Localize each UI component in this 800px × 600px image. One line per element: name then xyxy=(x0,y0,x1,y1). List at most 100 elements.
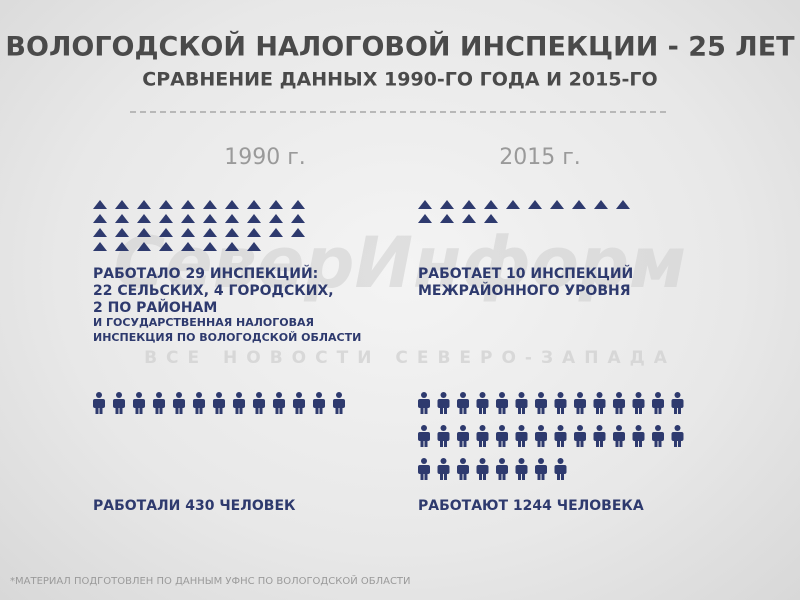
person-icon xyxy=(437,425,450,447)
person-icon xyxy=(173,392,185,414)
person-leg xyxy=(522,406,525,414)
person-icon xyxy=(153,392,165,414)
triangle-icon xyxy=(159,242,173,251)
triangle-icon xyxy=(181,200,195,209)
triangle-icon xyxy=(115,228,129,237)
triangle-icon xyxy=(181,228,195,237)
person-body xyxy=(671,432,684,441)
triangle-icon xyxy=(225,242,239,251)
person-icon xyxy=(457,425,469,447)
person-leg xyxy=(335,406,339,414)
person-leg xyxy=(299,406,303,414)
person-leg xyxy=(319,406,323,414)
person-leg xyxy=(440,439,443,447)
person-head xyxy=(460,425,466,431)
person-head xyxy=(479,425,486,431)
person-head xyxy=(635,425,642,431)
footnote: *МАТЕРИАЛ ПОДГОТОВЛЕН ПО ДАННЫМ УФНС ПО … xyxy=(10,574,411,587)
person-head xyxy=(116,392,122,398)
person-body xyxy=(515,432,528,441)
person-leg xyxy=(479,472,482,480)
person-leg xyxy=(537,439,541,447)
person-leg xyxy=(479,439,482,447)
triangle-icon xyxy=(247,242,261,251)
year: 1990 г. xyxy=(224,145,306,170)
person-body xyxy=(113,399,125,408)
person-leg xyxy=(95,406,99,414)
person-leg xyxy=(619,439,623,447)
person-icon xyxy=(652,392,664,414)
triangle-icon xyxy=(181,242,195,251)
person-leg xyxy=(159,406,163,414)
person-leg xyxy=(463,472,467,480)
triangle-icon xyxy=(291,228,305,237)
person-leg xyxy=(537,472,541,480)
person-leg xyxy=(459,472,463,480)
person-body xyxy=(593,432,606,441)
person-body xyxy=(233,399,245,408)
person-leg xyxy=(596,439,599,447)
person-body xyxy=(476,465,489,474)
person-leg xyxy=(498,472,502,480)
triangle-icon xyxy=(291,200,305,209)
person-icon xyxy=(193,392,205,414)
person-leg xyxy=(440,406,443,414)
triangle-icon xyxy=(115,242,129,251)
person-leg xyxy=(463,406,467,414)
person-body xyxy=(437,432,450,441)
person-leg xyxy=(498,406,502,414)
person-head xyxy=(316,392,322,398)
person-head xyxy=(460,458,466,464)
person-body xyxy=(535,432,547,441)
person-icon xyxy=(437,458,450,480)
person-icon xyxy=(652,425,664,447)
person-body xyxy=(313,399,325,408)
staff: РАБОТАЛИ 430 ЧЕЛОВЕК xyxy=(93,498,296,514)
person-body xyxy=(173,399,185,408)
person-body xyxy=(273,399,285,408)
person-head xyxy=(421,425,427,431)
person-body xyxy=(93,399,105,408)
person-body xyxy=(496,465,508,474)
person-head xyxy=(136,392,142,398)
person-icon xyxy=(418,458,430,480)
person-body xyxy=(652,399,664,408)
triangle-icon xyxy=(93,214,107,223)
person-icon xyxy=(613,425,625,447)
triangle-icon xyxy=(159,214,173,223)
person-head xyxy=(499,458,505,464)
person-leg xyxy=(678,439,681,447)
triangle-icon xyxy=(594,200,608,209)
person-leg xyxy=(459,406,463,414)
person-icon xyxy=(632,425,645,447)
triangle-icon xyxy=(247,214,261,223)
person-leg xyxy=(576,439,580,447)
person-body xyxy=(476,399,489,408)
person-icon xyxy=(476,392,489,414)
triangle-icon xyxy=(484,214,498,223)
triangle-icon xyxy=(225,200,239,209)
person-icon xyxy=(535,458,547,480)
person-head xyxy=(616,392,622,398)
person-leg xyxy=(479,406,482,414)
triangle-icon xyxy=(159,228,173,237)
person-head xyxy=(518,458,525,464)
person-icon xyxy=(574,392,586,414)
person-leg xyxy=(219,406,223,414)
person-icon xyxy=(476,425,489,447)
person-body xyxy=(457,465,469,474)
person-leg xyxy=(654,406,658,414)
person-icon xyxy=(671,425,684,447)
person-head xyxy=(538,458,544,464)
person-leg xyxy=(674,406,677,414)
person-leg xyxy=(155,406,159,414)
triangle-icon xyxy=(291,214,305,223)
person-leg xyxy=(235,406,239,414)
person-icon xyxy=(93,392,105,414)
person-leg xyxy=(541,472,545,480)
person-body xyxy=(554,432,567,441)
person-leg xyxy=(580,406,584,414)
person-head xyxy=(557,425,564,431)
person-head xyxy=(635,392,642,398)
person-icon xyxy=(213,392,225,414)
